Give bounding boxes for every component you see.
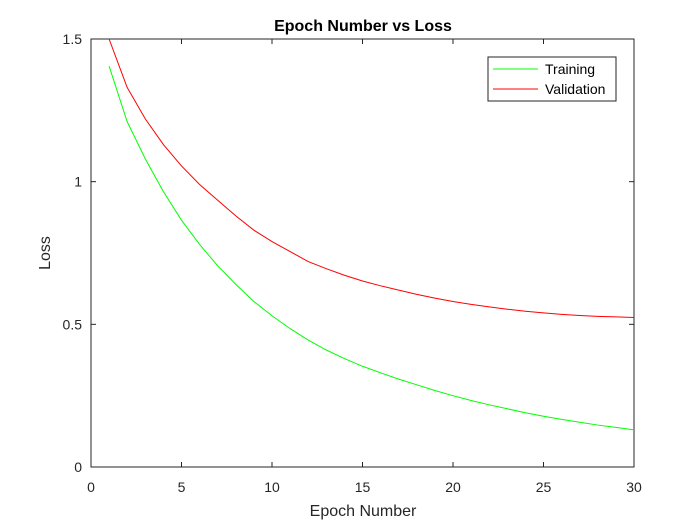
y-tick-label: 1.5	[63, 31, 83, 47]
axis-ticks: 0 5 10 15 20 25 30 0 0.5 1 1.5	[63, 31, 642, 495]
series-line-training	[108, 65, 635, 431]
legend: Training Validation	[487, 56, 617, 102]
y-tick-label: 1	[74, 174, 82, 190]
plot-area	[90, 38, 635, 468]
x-tick-label: 0	[87, 479, 95, 495]
series-line-validation	[108, 38, 635, 318]
x-tick-label: 30	[626, 479, 642, 495]
x-tick-label: 5	[178, 479, 186, 495]
series-lines	[108, 38, 635, 431]
x-tick-label: 10	[264, 479, 280, 495]
legend-box	[487, 56, 617, 102]
y-tick-label: 0	[74, 459, 82, 475]
x-axis-label: Epoch Number	[310, 503, 417, 520]
legend-items: Training Validation	[493, 61, 605, 97]
x-tick-label: 15	[355, 479, 371, 495]
x-tick-label: 25	[536, 479, 552, 495]
legend-label-validation: Validation	[545, 81, 605, 97]
x-tick-label: 20	[445, 479, 461, 495]
legend-label-training: Training	[545, 61, 595, 77]
chart-title: Epoch Number vs Loss	[274, 18, 452, 35]
y-tick-label: 0.5	[63, 316, 83, 332]
y-axis-label: Loss	[37, 236, 54, 270]
